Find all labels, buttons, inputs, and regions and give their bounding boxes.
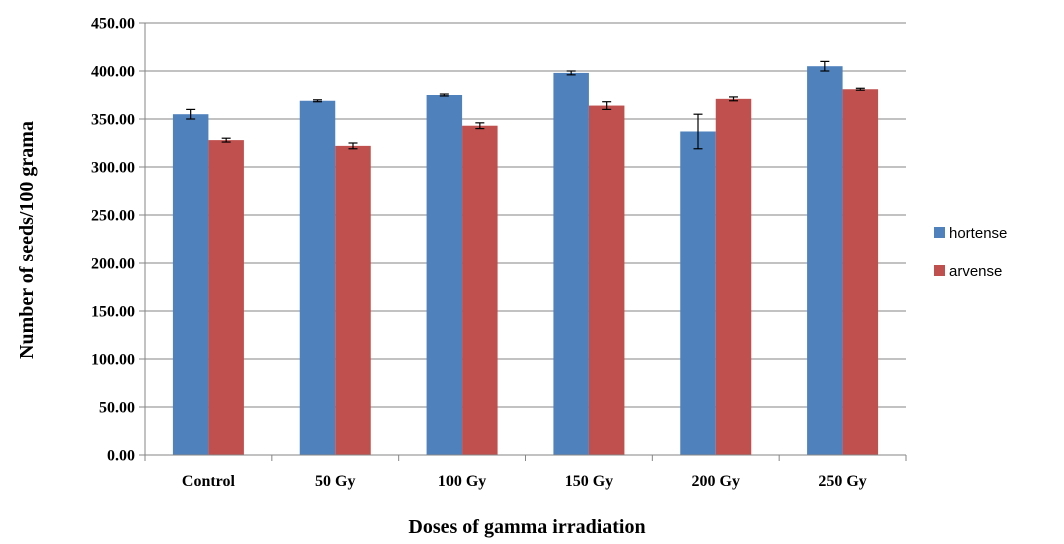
error-bar: [693, 113, 703, 150]
y-tick-label: 300.00: [91, 160, 135, 177]
y-tick-label: 0.00: [107, 448, 135, 465]
error-bar: [221, 137, 231, 143]
legend-label-hortense: hortense: [949, 225, 1007, 242]
y-tick-label: 100.00: [91, 352, 135, 369]
error-bars: [186, 60, 865, 150]
x-tick-label: 100 Gy: [438, 473, 486, 490]
x-tick-label: 200 Gy: [692, 473, 740, 490]
x-tick-label: 250 Gy: [818, 473, 866, 490]
error-bar: [313, 99, 322, 103]
x-tick-labels: Control 50 Gy 100 Gy 150 Gy 200 Gy 250 Gy: [182, 473, 867, 490]
x-tick-label: Control: [182, 473, 236, 490]
bar-hortense: [553, 72, 589, 456]
y-tick-label: 150.00: [91, 304, 135, 321]
y-tick-labels: 0.00 50.00 100.00 150.00 200.00 250.00 300.00 3…: [91, 16, 135, 465]
y-tick-label: 450.00: [91, 16, 135, 33]
error-bar: [566, 70, 576, 76]
x-tick-label: 150 Gy: [565, 473, 613, 490]
bar-hortense: [680, 131, 716, 456]
y-tick-label: 50.00: [99, 400, 135, 417]
bar-hortense: [299, 100, 336, 455]
bar-arvense: [335, 145, 371, 455]
bar-hortense: [426, 95, 463, 455]
legend-label-arvense: arvense: [949, 263, 1002, 280]
legend: hortense arvense: [934, 225, 1007, 280]
y-tick-label: 250.00: [91, 208, 135, 225]
y-tick-label: 400.00: [91, 64, 135, 81]
bars: [172, 66, 879, 456]
bar-arvense: [208, 140, 244, 455]
bar-arvense: [715, 98, 752, 455]
error-bar: [729, 96, 738, 102]
y-tick-label: 350.00: [91, 112, 135, 129]
legend-swatch-arvense: [934, 265, 945, 276]
x-axis-title: Doses of gamma irradiation: [408, 516, 645, 538]
y-tick-label: 200.00: [91, 256, 135, 273]
bar-hortense: [807, 66, 843, 455]
x-tick-label: 50 Gy: [315, 473, 355, 490]
y-axis-title: Number of seeds/100 grama: [16, 121, 38, 359]
bar-arvense: [462, 125, 498, 455]
error-bar: [820, 60, 830, 72]
error-bar: [475, 122, 485, 130]
error-bar: [348, 142, 358, 150]
error-bar: [186, 108, 196, 120]
axes: [139, 22, 907, 461]
legend-swatch-hortense: [934, 227, 945, 238]
bar-hortense: [172, 114, 209, 455]
bar-arvense: [588, 105, 625, 455]
error-bar: [439, 93, 449, 97]
gridlines: [145, 22, 906, 408]
error-bar: [602, 101, 612, 111]
bar-arvense: [842, 89, 879, 456]
error-bar: [855, 87, 865, 91]
